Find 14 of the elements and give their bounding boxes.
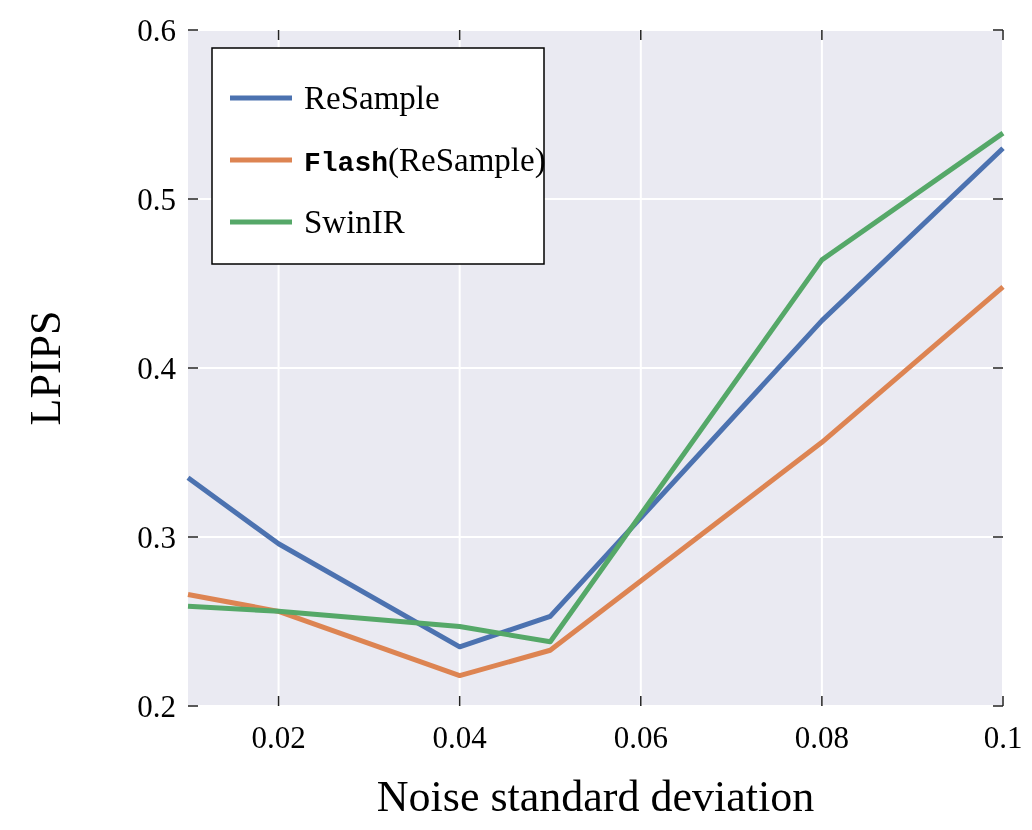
legend-label: ReSample [304,80,440,116]
x-tick-label: 0.02 [251,720,306,755]
x-tick-label: 0.04 [432,720,488,755]
x-tick-label: 0.06 [613,720,668,755]
y-tick-label: 0.4 [137,351,177,386]
x-tick-label: 0.08 [794,720,850,755]
legend-label: SwinIR [304,204,405,240]
y-tick-label: 0.5 [137,182,176,217]
y-axis-title: LPIPS [21,310,70,426]
y-tick-label: 0.3 [137,520,176,555]
x-axis-title: Noise standard deviation [376,772,815,821]
y-tick-label: 0.2 [137,689,176,724]
x-tick-label: 0.1 [983,720,1023,755]
y-tick-label: 0.6 [137,13,176,48]
